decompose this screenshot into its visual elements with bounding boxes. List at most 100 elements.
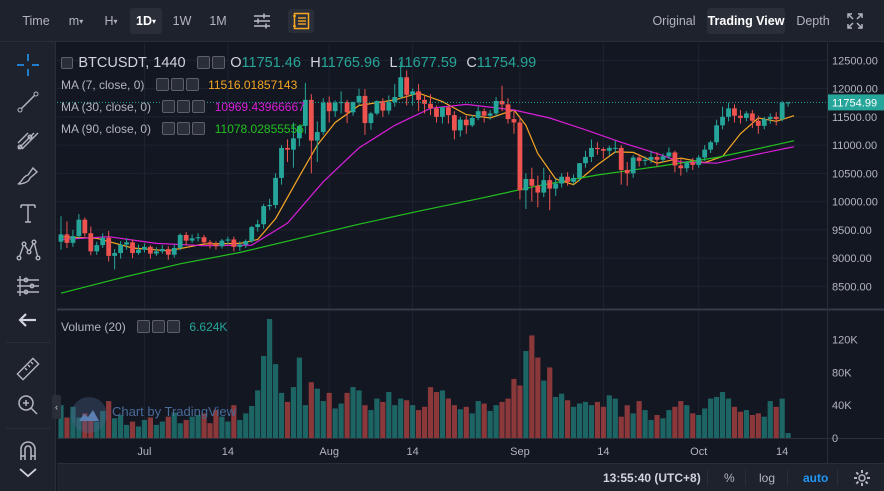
candle-body bbox=[463, 119, 469, 126]
volume-value: 6.624K bbox=[189, 320, 228, 334]
candle-body bbox=[362, 95, 368, 124]
ma30-legend-buttons[interactable] bbox=[162, 100, 207, 116]
volume-bar bbox=[320, 401, 326, 438]
volume-bar bbox=[654, 415, 660, 438]
candle-body bbox=[457, 119, 463, 131]
volume-bar bbox=[94, 421, 100, 438]
legend-collapse-button[interactable] bbox=[61, 57, 75, 72]
volume-bar bbox=[159, 421, 165, 438]
candle-body bbox=[505, 104, 511, 120]
price-tick-label: 8500.00 bbox=[832, 281, 872, 293]
price-tick-label: 9000.00 bbox=[832, 253, 872, 265]
percent-scale-button[interactable]: % bbox=[724, 471, 735, 485]
volume-bar bbox=[296, 357, 302, 438]
candle-body bbox=[660, 156, 666, 160]
magnet-tool[interactable] bbox=[14, 436, 42, 464]
volume-bar bbox=[517, 385, 523, 438]
interval-1m-button[interactable]: 1M bbox=[209, 14, 227, 28]
view-original-button[interactable]: Original bbox=[652, 14, 696, 28]
candle-body bbox=[517, 122, 523, 191]
volume-bar bbox=[380, 401, 386, 438]
collapse-toolbar-tab[interactable]: ‹ bbox=[52, 395, 61, 419]
candle-body bbox=[159, 249, 165, 252]
ma7-legend-buttons[interactable] bbox=[155, 78, 201, 94]
price-tick-label: 11500.00 bbox=[832, 112, 877, 124]
time-tick-label: Sep bbox=[510, 446, 530, 458]
candle-body bbox=[291, 138, 296, 150]
zoom-in-icon bbox=[18, 395, 38, 415]
volume-bar bbox=[421, 406, 428, 438]
volume-bar bbox=[404, 400, 410, 438]
volume-bar bbox=[362, 405, 368, 438]
trend-line-tool[interactable] bbox=[14, 88, 42, 116]
candle-body bbox=[440, 107, 445, 117]
volume-bar bbox=[475, 401, 481, 438]
volume-bar bbox=[249, 405, 255, 438]
time-tick-label: 14 bbox=[407, 446, 419, 458]
volume-bar bbox=[141, 419, 148, 438]
candle-body bbox=[320, 102, 326, 133]
prediction-tool[interactable] bbox=[14, 272, 42, 300]
candle-body bbox=[261, 206, 267, 225]
volume-bar bbox=[624, 405, 630, 438]
volume-bar bbox=[213, 410, 219, 438]
fullscreen-button[interactable] bbox=[842, 9, 868, 33]
auto-scale-button[interactable]: auto bbox=[803, 471, 829, 485]
candle-body bbox=[392, 97, 398, 103]
time-button[interactable]: Time bbox=[22, 14, 50, 28]
volume-tick-label: 0 bbox=[832, 433, 838, 445]
indicators-button[interactable] bbox=[288, 9, 314, 33]
view-depth-button[interactable]: Depth bbox=[796, 14, 830, 28]
pattern-tool[interactable] bbox=[14, 236, 42, 264]
clock-display[interactable]: 13:55:40 (UTC+8) bbox=[603, 471, 701, 485]
candle-body bbox=[82, 219, 88, 234]
candle-body bbox=[213, 244, 219, 247]
volume-bar bbox=[231, 405, 237, 438]
candle-body bbox=[726, 108, 731, 117]
candle-body bbox=[58, 234, 64, 242]
interval-1d-dropdown[interactable]: 1D▾ bbox=[130, 8, 162, 34]
minutes-label: m bbox=[68, 14, 80, 28]
log-scale-button[interactable]: log bbox=[759, 471, 776, 485]
chevron-down-icon: ▾ bbox=[79, 17, 84, 26]
price-chart[interactable]: 8500.00 9000.00 9500.00 10000.00 10500.00 110… bbox=[57, 43, 884, 463]
volume-bar bbox=[588, 405, 595, 438]
volume-bar bbox=[147, 417, 153, 438]
volume-bar bbox=[106, 401, 112, 438]
candle-body bbox=[386, 102, 392, 111]
minutes-interval-dropdown[interactable]: m▾ bbox=[60, 8, 92, 34]
chart-settings-button[interactable] bbox=[852, 468, 872, 488]
volume-bar bbox=[88, 419, 94, 438]
interval-1w-button[interactable]: 1W bbox=[172, 14, 192, 28]
measure-tool[interactable] bbox=[14, 355, 42, 383]
text-tool[interactable] bbox=[14, 199, 42, 227]
chart-container[interactable]: 8500.00 9000.00 9500.00 10000.00 10500.00 110… bbox=[52, 43, 884, 463]
zoom-in-tool[interactable] bbox=[14, 391, 42, 419]
candle-body bbox=[529, 179, 535, 186]
candle-body bbox=[183, 234, 189, 241]
indicator-settings-button[interactable] bbox=[249, 9, 275, 33]
candle-body bbox=[249, 227, 255, 242]
brush-tool[interactable] bbox=[14, 162, 42, 190]
ma7-label: MA (7, close, 0) bbox=[61, 78, 145, 92]
volume-bar bbox=[272, 364, 279, 438]
candle-body bbox=[124, 242, 129, 245]
expand-toolbar-button[interactable] bbox=[14, 460, 42, 488]
gear-icon bbox=[854, 470, 870, 486]
crosshair-tool[interactable] bbox=[14, 51, 42, 79]
candle-body bbox=[612, 147, 618, 149]
hours-interval-dropdown[interactable]: H▾ bbox=[95, 8, 127, 34]
volume-bar bbox=[76, 417, 82, 438]
magnet-icon bbox=[20, 441, 36, 460]
view-tradingview-button[interactable]: Trading View bbox=[707, 8, 785, 34]
ma90-legend-buttons[interactable] bbox=[162, 122, 207, 138]
candle-body bbox=[225, 239, 231, 241]
candle-body bbox=[755, 120, 761, 126]
volume-bar bbox=[743, 410, 749, 438]
symbol-legend-buttons[interactable] bbox=[196, 56, 227, 72]
volume-legend-buttons[interactable] bbox=[137, 320, 182, 336]
volume-bar bbox=[255, 390, 261, 438]
candle-body bbox=[308, 99, 314, 141]
pitchfork-tool[interactable] bbox=[14, 125, 42, 153]
hide-toolbar-button[interactable] bbox=[14, 306, 42, 334]
